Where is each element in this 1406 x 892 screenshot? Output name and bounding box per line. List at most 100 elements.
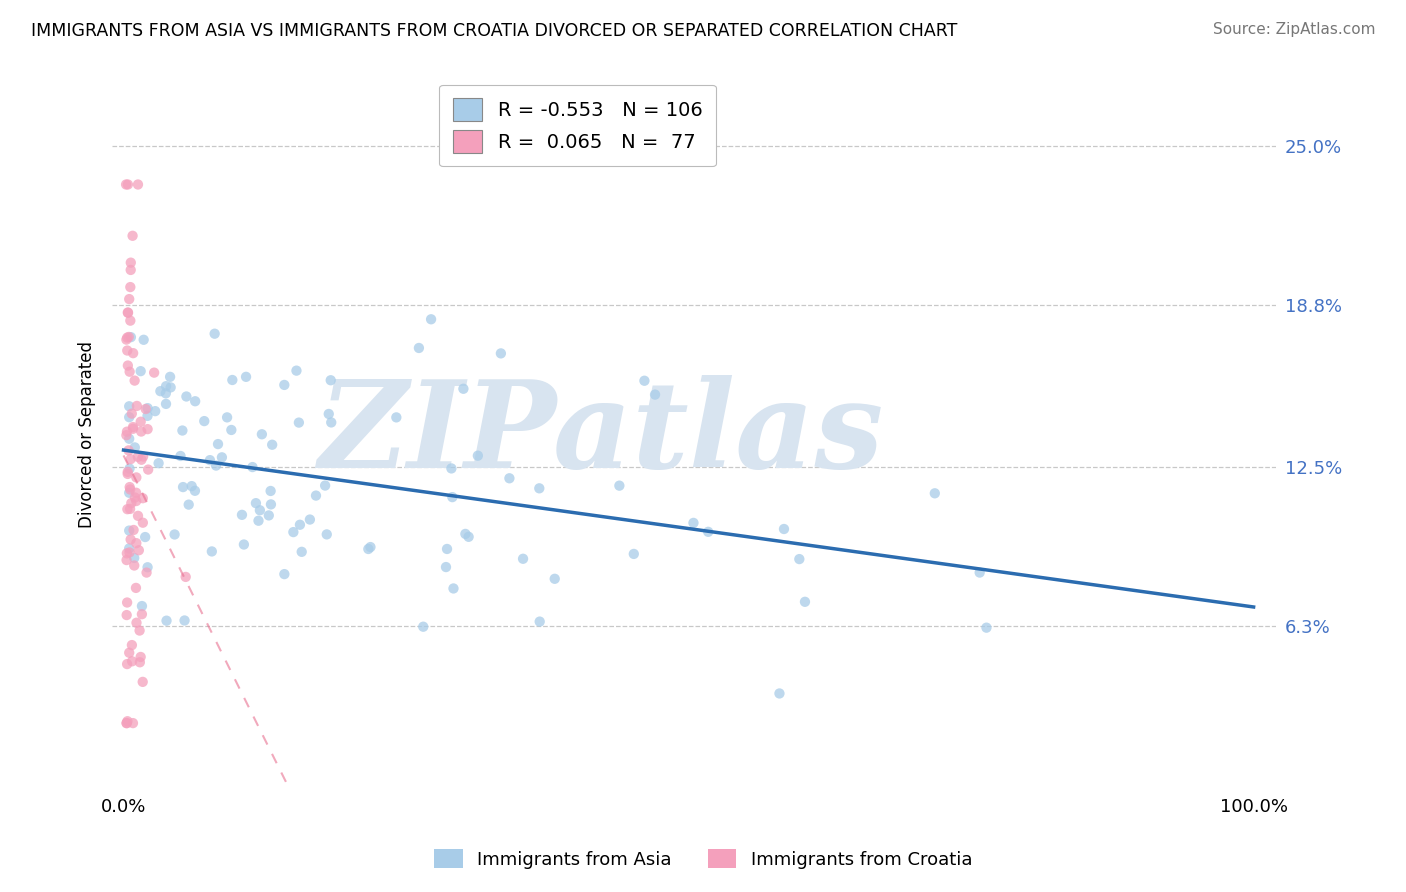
Point [794, 595, 817, 609]
Point [789, 552, 811, 566]
Point [180, 479, 202, 493]
Point [291, 545, 314, 559]
Point [125, 615, 148, 630]
Point [169, 449, 191, 463]
Point [118, 480, 141, 494]
Point [121, 407, 143, 421]
Point [115, 331, 138, 345]
Point [143, 404, 166, 418]
Point [976, 621, 998, 635]
Point [242, 460, 264, 475]
Point [245, 496, 267, 510]
Point [118, 524, 141, 538]
Point [125, 399, 148, 413]
Point [120, 263, 142, 277]
Point [285, 364, 308, 378]
Point [359, 540, 381, 554]
Point [120, 502, 142, 516]
Point [172, 424, 194, 438]
Point [117, 443, 139, 458]
Point [174, 570, 197, 584]
Point [529, 615, 551, 629]
Point [440, 461, 463, 475]
Point [176, 390, 198, 404]
Point [115, 428, 138, 442]
Point [273, 567, 295, 582]
Point [288, 517, 311, 532]
Point [288, 416, 311, 430]
Point [122, 422, 145, 436]
Point [512, 551, 534, 566]
Point [122, 558, 145, 573]
Point [125, 485, 148, 500]
Point [249, 503, 271, 517]
Point [436, 541, 458, 556]
Point [489, 346, 512, 360]
Point [127, 450, 149, 464]
Point [115, 178, 138, 192]
Point [122, 550, 145, 565]
Point [115, 716, 138, 731]
Point [118, 399, 141, 413]
Point [149, 384, 172, 399]
Point [118, 432, 141, 446]
Point [122, 346, 145, 360]
Point [262, 438, 284, 452]
Point [125, 536, 148, 550]
Point [117, 467, 139, 481]
Point [115, 553, 138, 567]
Point [159, 380, 181, 394]
Point [120, 496, 142, 510]
Legend: Immigrants from Asia, Immigrants from Croatia: Immigrants from Asia, Immigrants from Cr… [426, 842, 980, 876]
Point [644, 387, 666, 401]
Point [221, 373, 243, 387]
Point [131, 599, 153, 613]
Point [127, 178, 149, 192]
Point [259, 483, 281, 498]
Point [173, 614, 195, 628]
Point [132, 491, 155, 506]
Point [121, 638, 143, 652]
Point [159, 369, 181, 384]
Point [315, 527, 337, 541]
Point [211, 450, 233, 465]
Point [454, 527, 477, 541]
Point [115, 546, 138, 560]
Point [207, 437, 229, 451]
Point [129, 415, 152, 429]
Point [283, 525, 305, 540]
Point [441, 490, 464, 504]
Point [136, 560, 159, 574]
Point [117, 306, 139, 320]
Point [122, 523, 145, 537]
Point [217, 410, 239, 425]
Point [408, 341, 430, 355]
Point [118, 330, 141, 344]
Point [135, 402, 157, 417]
Point [129, 425, 152, 439]
Point [457, 530, 479, 544]
Point [257, 508, 280, 523]
Point [128, 655, 150, 669]
Point [443, 582, 465, 596]
Point [136, 409, 159, 423]
Point [467, 449, 489, 463]
Point [132, 333, 155, 347]
Point [148, 456, 170, 470]
Point [128, 543, 150, 558]
Point [122, 420, 145, 434]
Point [623, 547, 645, 561]
Point [260, 497, 283, 511]
Point [115, 608, 138, 623]
Point [117, 714, 139, 729]
Point [125, 581, 148, 595]
Point [163, 527, 186, 541]
Point [131, 607, 153, 622]
Point [118, 646, 141, 660]
Point [124, 374, 146, 388]
Point [143, 366, 166, 380]
Point [969, 566, 991, 580]
Point [172, 480, 194, 494]
Point [247, 514, 270, 528]
Point [129, 650, 152, 665]
